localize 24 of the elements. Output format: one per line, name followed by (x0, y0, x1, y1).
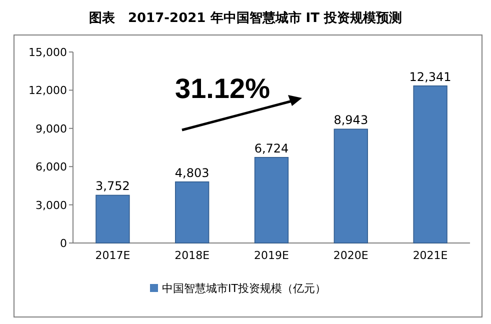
data-label: 8,943 (334, 113, 368, 128)
data-label: 6,724 (254, 141, 289, 156)
legend: 中国智慧城市IT投资规模（亿元） (150, 282, 326, 295)
y-tick-label: 9,000 (36, 122, 67, 136)
x-tick-label: 2018E (174, 249, 210, 262)
annotation: 31.12% (175, 73, 270, 104)
y-tick-label: 12,000 (28, 84, 67, 98)
bar (413, 85, 448, 244)
bar (334, 128, 368, 244)
bar (175, 181, 210, 244)
x-tick-label: 2017E (95, 249, 130, 262)
x-tick-label: 2020E (333, 249, 368, 262)
title: 图表 2017-2021 年中国智慧城市 IT 投资规模预测 (88, 11, 402, 26)
y-tick-label: 15,000 (28, 46, 67, 59)
bar (254, 156, 289, 244)
x-tick-label: 2021E (412, 249, 448, 262)
data-label: 4,803 (174, 166, 210, 180)
data-label: 12,341 (409, 70, 452, 84)
x-tick-label: 2019E (254, 249, 290, 262)
y-tick-label: 3,000 (36, 198, 67, 212)
bar (96, 194, 130, 244)
y-tick-label: 6,000 (36, 160, 67, 174)
y-tick-label: 0 (60, 237, 67, 250)
data-label: 3,752 (96, 179, 130, 194)
